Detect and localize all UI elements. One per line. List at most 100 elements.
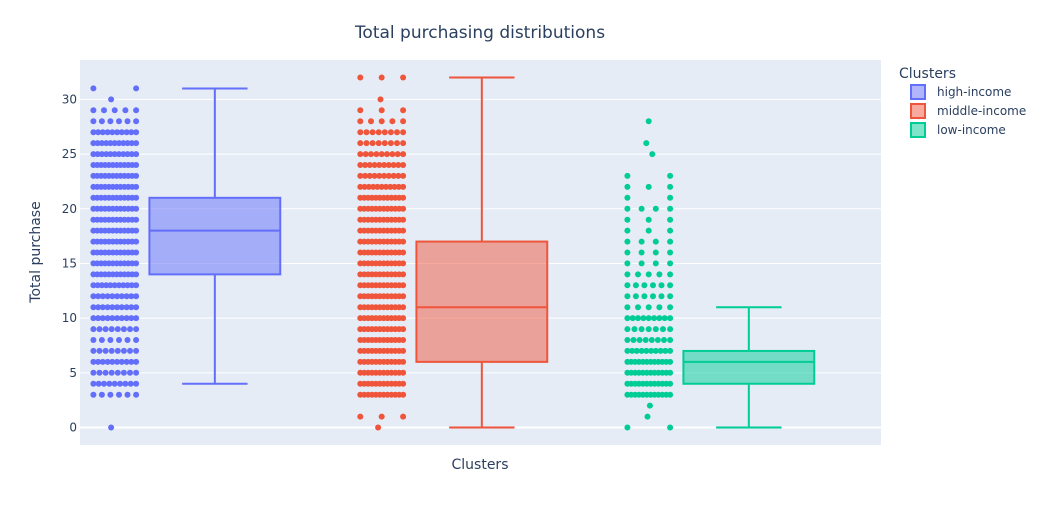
y-tick-label: 20 [62,202,77,216]
data-point [99,315,106,322]
data-point [381,162,388,168]
data-point [400,337,407,343]
data-point [90,85,97,92]
data-point [357,129,364,136]
data-point [107,337,114,343]
data-point [90,151,97,158]
data-point [96,326,103,333]
data-point [376,172,383,179]
data-point [128,129,135,136]
data-point [632,293,639,300]
data-point [133,140,140,147]
data-point [133,347,140,354]
data-point [124,337,131,343]
data-point [365,183,372,190]
legend-item-high-income[interactable]: high-income [910,84,1011,100]
data-point [400,194,407,201]
data-point [638,249,645,256]
data-point [104,293,111,300]
data-point [381,140,388,147]
data-point [400,183,407,190]
data-point [128,282,135,289]
data-point [98,140,105,147]
data-point [400,107,407,114]
data-point [120,369,127,376]
data-point [667,183,674,190]
data-point [99,358,106,365]
data-point [128,304,135,311]
data-point [107,118,114,125]
data-point [375,140,382,147]
data-point [624,260,631,267]
data-point [99,129,106,136]
data-point [133,162,140,168]
data-point [400,172,407,179]
data-point [373,151,380,158]
legend[interactable]: Clusters high-income middle-income low-inc… [899,66,1026,138]
data-point [654,337,661,343]
data-point [104,358,111,365]
y-tick-label: 30 [62,92,77,106]
data-point [400,369,407,376]
data-point [114,369,121,376]
data-point [363,129,370,136]
data-point [90,326,97,333]
data-point [400,304,407,311]
legend-title: Clusters [899,66,956,82]
data-point [390,172,397,179]
y-tick-label: 15 [62,256,77,270]
data-point [667,304,674,311]
data-point [630,337,637,343]
data-point [107,282,114,289]
data-point [127,347,133,354]
data-point [624,249,631,256]
data-point [361,183,368,190]
data-point [667,358,674,365]
data-point [109,304,116,311]
data-point [90,282,97,289]
data-point [667,293,674,300]
data-point [90,293,97,300]
data-point [667,194,674,201]
legend-item-low-income[interactable]: low-income [910,122,1006,138]
data-point [387,183,394,190]
legend-item-middle-income[interactable]: middle-income [910,103,1026,119]
data-point [128,293,135,300]
data-point [667,238,674,245]
y-tick-label: 25 [62,147,77,161]
data-point [120,140,127,147]
data-point [375,129,382,136]
data-point [381,129,388,136]
data-point [378,74,385,81]
data-point [652,205,659,212]
data-point [400,391,407,398]
data-point [667,337,674,343]
data-point [635,271,641,278]
data-point [111,140,118,147]
data-point [400,315,407,322]
trace-middle-income [357,74,549,431]
data-point [123,315,130,322]
data-point [400,140,407,147]
data-point [109,315,116,322]
data-point [95,315,102,322]
data-point [120,326,127,333]
data-point [667,369,674,376]
data-point [111,380,118,387]
iqr-box[interactable] [148,196,282,276]
data-point [400,129,407,136]
data-point [127,380,134,387]
data-point [667,315,674,322]
data-point [133,216,140,223]
iqr-box[interactable] [682,349,816,385]
iqr-box[interactable] [415,240,549,363]
data-point [645,118,652,125]
data-point [400,413,407,420]
data-point [378,151,385,158]
data-point [643,140,650,147]
legend-swatch [910,103,926,119]
data-point [652,347,659,354]
data-point [95,358,102,365]
data-point [400,151,407,158]
